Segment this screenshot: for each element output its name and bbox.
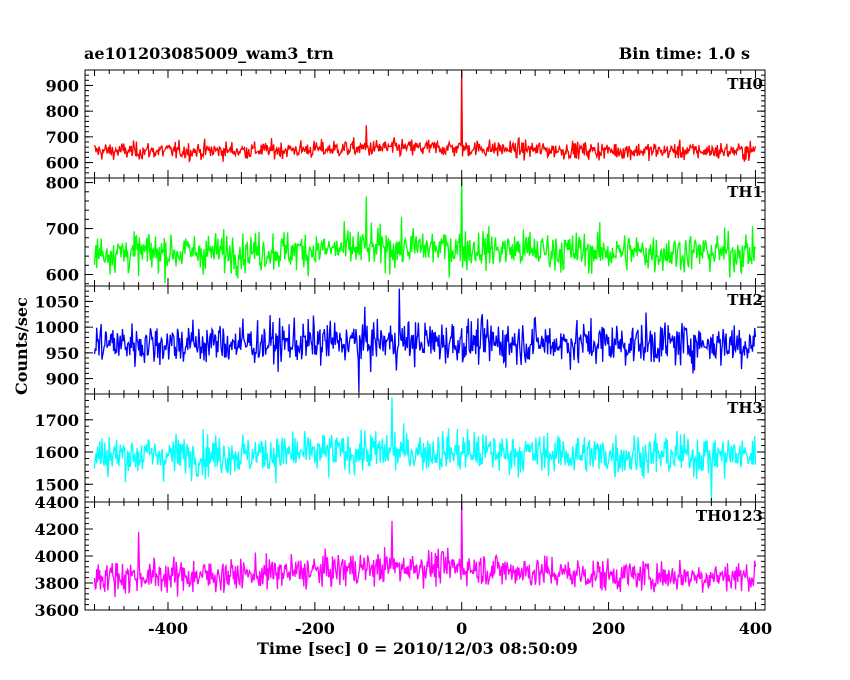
- series-label-th0123: TH0123: [696, 507, 763, 525]
- y-tick-label: 1700: [34, 411, 79, 430]
- plot-title: ae101203085009_wam3_trn: [84, 44, 334, 63]
- y-tick-label: 1000: [34, 318, 79, 337]
- x-tick-label: 200: [592, 619, 625, 638]
- y-tick-label: 3800: [34, 574, 79, 593]
- y-tick-label: 600: [46, 266, 79, 285]
- y-tick-label: 1050: [34, 292, 79, 311]
- y-tick-label: 4200: [34, 520, 79, 539]
- y-tick-label: 1600: [34, 443, 79, 462]
- x-tick-label: -400: [148, 619, 188, 638]
- series-label-th2: TH2: [727, 291, 763, 309]
- y-tick-label: 1500: [34, 475, 79, 494]
- y-tick-label: 900: [46, 370, 79, 389]
- y-tick-label: 3600: [34, 601, 79, 620]
- series-label-th0: TH0: [727, 75, 763, 93]
- y-tick-label: 4400: [34, 493, 79, 512]
- y-tick-label: 700: [46, 128, 79, 147]
- series-line-th3: [93, 397, 757, 501]
- y-tick-label: 700: [46, 220, 79, 239]
- y-tick-label: 900: [46, 76, 79, 95]
- series-label-th1: TH1: [727, 183, 763, 201]
- panel-frame-th0: [84, 69, 766, 179]
- y-tick-label: 600: [46, 154, 79, 173]
- x-tick-label: 400: [739, 619, 772, 638]
- x-tick-label: 0: [456, 619, 467, 638]
- panel-frame-th0123: [84, 501, 766, 611]
- y-tick-label: 950: [46, 344, 79, 363]
- y-tick-label: 4000: [34, 547, 79, 566]
- y-tick-label: 800: [46, 174, 79, 193]
- series-line-th0: [93, 69, 757, 164]
- bin-time-label: Bin time: 1.0 s: [618, 44, 750, 63]
- y-tick-label: 800: [46, 102, 79, 121]
- series-line-th2: [93, 288, 757, 392]
- series-line-th0123: [93, 501, 757, 598]
- series-label-th3: TH3: [727, 399, 763, 417]
- x-axis-label: Time [sec] 0 = 2010/12/03 08:50:09: [257, 639, 578, 658]
- x-tick-label: -200: [295, 619, 335, 638]
- series-line-th1: [93, 177, 757, 284]
